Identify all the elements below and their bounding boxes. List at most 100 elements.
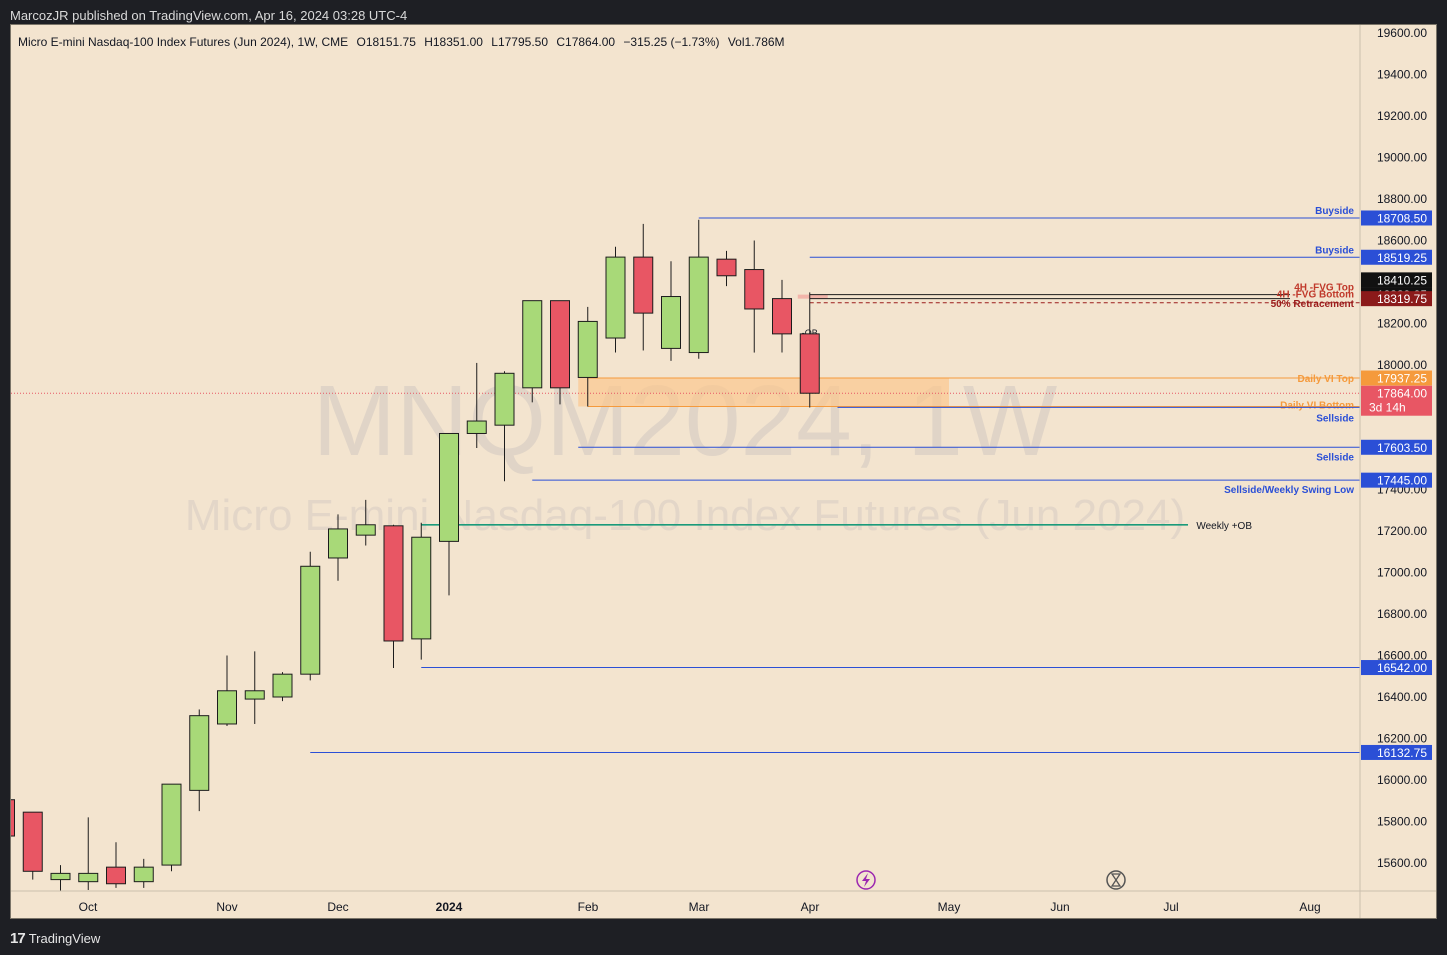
daily-vi-zone xyxy=(578,378,949,407)
level-price-badge xyxy=(1361,439,1432,455)
y-tick-label: 15800.00 xyxy=(1377,815,1427,829)
symbol-legend[interactable]: Micro E-mini Nasdaq-100 Index Futures (J… xyxy=(18,35,790,49)
candle-body xyxy=(411,536,432,640)
high-price-badge xyxy=(1361,272,1432,288)
level-label: Buyside xyxy=(1315,245,1354,256)
y-tick-label: 16000.00 xyxy=(1377,773,1427,787)
level-price-badge-text: 17445.00 xyxy=(1377,474,1427,488)
candle-body xyxy=(688,256,709,354)
level-label: 50% Retracement xyxy=(1271,299,1355,310)
level-label: Weekly +OB xyxy=(1196,521,1252,532)
legend-title: Micro E-mini Nasdaq-100 Index Futures (J… xyxy=(18,35,349,49)
level-price-badge xyxy=(1361,210,1432,226)
current-price-badge-countdown: 3d 14h xyxy=(1369,401,1406,415)
x-tick-label: Dec xyxy=(327,900,348,914)
watermark-name: Micro E-mini Nasdaq-100 Index Futures (J… xyxy=(185,491,1185,540)
level-price-badge xyxy=(1361,249,1432,265)
x-tick-label: Aug xyxy=(1299,900,1320,914)
y-axis[interactable]: 19600.00 19400.00 19200.00 19000.00 18800.00… xyxy=(1359,25,1427,918)
expiry-hourglass-icon[interactable] xyxy=(1106,870,1126,890)
candle-body xyxy=(799,333,820,394)
x-tick-label: Nov xyxy=(216,900,237,914)
level-price-badge-text: 17603.50 xyxy=(1377,441,1427,455)
level-price-badge-text: 18708.50 xyxy=(1377,211,1427,225)
candle-body xyxy=(744,269,765,310)
candle-body xyxy=(716,258,737,277)
legend-change: −315.25 (−1.73%) xyxy=(623,35,720,49)
y-tick-label: 17000.00 xyxy=(1377,566,1427,580)
legend-volume: Vol1.786M xyxy=(727,35,785,49)
x-tick-label: Oct xyxy=(79,900,98,914)
candle-body xyxy=(11,799,15,837)
tradingview-logo[interactable]: 17 TradingView xyxy=(10,930,100,947)
current-price-badge xyxy=(1361,385,1432,416)
level-price-badge xyxy=(1361,744,1432,760)
hourglass-glyph-icon xyxy=(1110,873,1122,887)
level-label: Sellside xyxy=(1316,413,1354,424)
candle-body xyxy=(78,872,99,883)
candle-body xyxy=(494,372,515,426)
candle-body xyxy=(772,298,792,335)
level-price-badge-text: 16542.00 xyxy=(1377,661,1427,675)
x-axis[interactable]: Oct Nov Dec 2024 Feb Mar Apr May Jun Jul Aug xyxy=(11,890,1436,914)
legend-open: O18151.75 xyxy=(356,35,416,49)
x-tick-label: Mar xyxy=(689,900,710,914)
price-badges: 18708.5018519.2518339.2518319.7517937.25… xyxy=(1361,210,1432,760)
candle-body xyxy=(466,420,487,434)
y-tick-label: 16400.00 xyxy=(1377,690,1427,704)
legend-low: L17795.50 xyxy=(491,35,549,49)
x-tick-label: May xyxy=(938,900,961,914)
y-tick-label: 19600.00 xyxy=(1377,26,1427,40)
level-price-badge-text: 16132.75 xyxy=(1377,746,1427,760)
y-tick-label: 18200.00 xyxy=(1377,317,1427,331)
candle-body xyxy=(133,866,154,883)
bottom-bar xyxy=(0,920,1447,955)
candle-body xyxy=(300,565,321,675)
zones-layer xyxy=(578,294,949,407)
level-label: Buyside xyxy=(1315,206,1354,217)
candle-body xyxy=(633,256,654,314)
high-price-badge-text: 18410.25 xyxy=(1377,273,1427,287)
x-tick-label: Feb xyxy=(578,900,599,914)
candle-body xyxy=(244,690,265,700)
level-label: Sellside xyxy=(1316,452,1354,463)
level-price-badge-text: 18519.25 xyxy=(1377,251,1427,265)
event-icons[interactable] xyxy=(856,870,1126,890)
y-tick-label: 19000.00 xyxy=(1377,151,1427,165)
candle-body xyxy=(550,300,570,389)
y-tick-label: 17200.00 xyxy=(1377,524,1427,538)
candlestick-chart[interactable]: MNQM2024, 1W Micro E-mini Nasdaq-100 Ind… xyxy=(0,0,1447,920)
candle-body xyxy=(272,673,293,698)
y-tick-label: 15600.00 xyxy=(1377,856,1427,870)
candle-body xyxy=(522,300,543,389)
level-price-badge xyxy=(1361,370,1432,386)
y-tick-label: 16200.00 xyxy=(1377,732,1427,746)
level-label: 4H -FVG Bottom xyxy=(1277,290,1354,301)
chart-area[interactable] xyxy=(10,24,1437,919)
x-tick-label: 2024 xyxy=(436,900,463,914)
candles-layer xyxy=(11,219,820,891)
y-tick-label: 19200.00 xyxy=(1377,109,1427,123)
fvg-zone xyxy=(797,294,828,299)
y-tick-label: 16600.00 xyxy=(1377,649,1427,663)
candle-body xyxy=(217,690,237,725)
x-tick-label: Jun xyxy=(1050,900,1069,914)
tradingview-logo-icon: 17 xyxy=(10,930,26,947)
candle-body xyxy=(661,296,681,349)
earnings-lightning-icon[interactable] xyxy=(856,870,876,890)
candle-body xyxy=(605,256,626,339)
candle-body xyxy=(161,783,182,866)
candle-body xyxy=(328,528,348,559)
level-price-badge xyxy=(1361,291,1432,307)
legend-close: C17864.00 xyxy=(556,35,616,49)
level-price-badge-text: 17937.25 xyxy=(1377,372,1427,386)
level-price-badge-text: 18319.75 xyxy=(1377,292,1427,306)
tradingview-brand: TradingView xyxy=(28,931,101,946)
y-tick-label: 16800.00 xyxy=(1377,607,1427,621)
level-label: Sellside/Weekly Swing Low xyxy=(1224,485,1354,496)
candle-body xyxy=(439,432,459,542)
y-tick-label: 19400.00 xyxy=(1377,68,1427,82)
candle-body xyxy=(106,866,126,885)
level-price-badge xyxy=(1361,472,1432,488)
